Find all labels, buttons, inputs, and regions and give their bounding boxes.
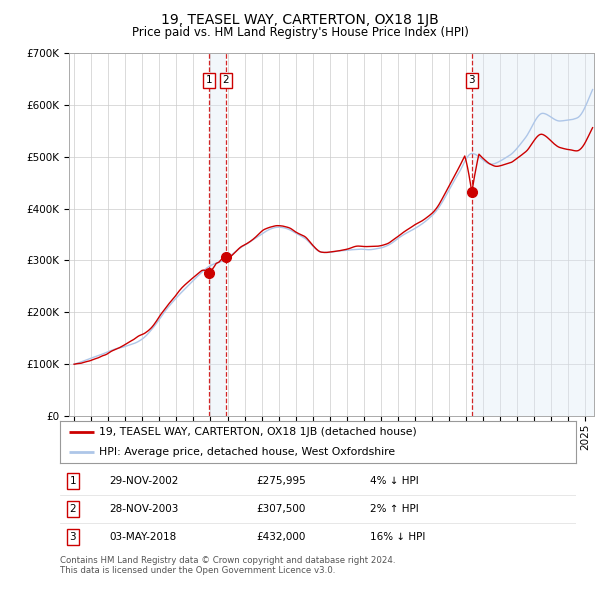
Text: 3: 3 [70,532,76,542]
Text: 19, TEASEL WAY, CARTERTON, OX18 1JB: 19, TEASEL WAY, CARTERTON, OX18 1JB [161,13,439,27]
Text: £275,995: £275,995 [256,476,306,486]
Text: 16% ↓ HPI: 16% ↓ HPI [370,532,425,542]
Text: 2: 2 [223,76,229,86]
Text: 4% ↓ HPI: 4% ↓ HPI [370,476,418,486]
Text: 1: 1 [70,476,76,486]
Text: £307,500: £307,500 [256,504,305,514]
Text: 2% ↑ HPI: 2% ↑ HPI [370,504,418,514]
Bar [472,53,594,416]
Text: £432,000: £432,000 [256,532,305,542]
Text: 03-MAY-2018: 03-MAY-2018 [109,532,176,542]
Text: 2: 2 [70,504,76,514]
Text: 19, TEASEL WAY, CARTERTON, OX18 1JB (detached house): 19, TEASEL WAY, CARTERTON, OX18 1JB (det… [98,427,416,437]
Text: Price paid vs. HM Land Registry's House Price Index (HPI): Price paid vs. HM Land Registry's House … [131,26,469,39]
Text: 1: 1 [206,76,212,86]
Text: 28-NOV-2003: 28-NOV-2003 [109,504,178,514]
Text: 3: 3 [469,76,475,86]
Bar [209,53,226,416]
Text: HPI: Average price, detached house, West Oxfordshire: HPI: Average price, detached house, West… [98,447,395,457]
Text: This data is licensed under the Open Government Licence v3.0.: This data is licensed under the Open Gov… [60,566,335,575]
Text: 29-NOV-2002: 29-NOV-2002 [109,476,178,486]
Text: Contains HM Land Registry data © Crown copyright and database right 2024.: Contains HM Land Registry data © Crown c… [60,556,395,565]
